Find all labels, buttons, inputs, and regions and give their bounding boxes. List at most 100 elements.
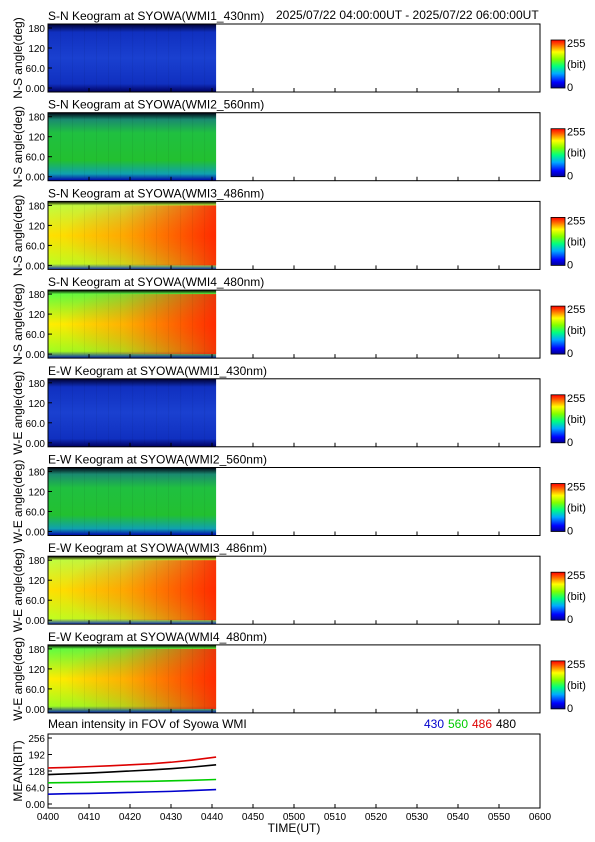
keogram-title: S-N Keogram at SYOWA(WMI2_560nm) xyxy=(48,98,264,112)
keogram-panel: S-N Keogram at SYOWA(WMI3_486nm)180 120 60… xyxy=(11,186,586,276)
keogram-streak xyxy=(180,559,182,622)
keogram-streak xyxy=(132,470,134,533)
keogram-streak xyxy=(180,293,182,356)
keogram-streak xyxy=(132,27,134,89)
keogram-streak xyxy=(180,381,182,444)
x-tick-label: 0550 xyxy=(488,812,511,823)
keogram-streak xyxy=(132,204,134,267)
colorbar-max: 255 xyxy=(567,659,585,671)
keogram-panel: E-W Keogram at SYOWA(WMI2_560nm)180 120 60… xyxy=(11,453,586,544)
keogram-streak xyxy=(120,115,122,178)
x-tick-label: 0600 xyxy=(529,812,552,823)
keogram-streak xyxy=(192,293,194,356)
y-tick-label: 0.00 xyxy=(26,350,46,361)
keogram-streak xyxy=(120,293,122,356)
keogram-streak xyxy=(156,204,158,267)
keogram-streak xyxy=(132,293,134,356)
keogram-streak xyxy=(60,293,62,356)
keogram-streak xyxy=(120,559,122,622)
keogram-streak xyxy=(144,204,146,267)
colorbar-max: 255 xyxy=(567,127,585,139)
x-tick-label: 0420 xyxy=(119,812,142,823)
colorbar-unit: (bit) xyxy=(567,680,586,692)
y-tick-label: 180 xyxy=(28,24,45,35)
colorbar xyxy=(550,571,566,621)
y-tick-label: 60.0 xyxy=(26,330,46,341)
keogram-streak xyxy=(60,204,62,267)
keogram-ylabel: W-E angle(deg) xyxy=(11,637,25,721)
series-line-480 xyxy=(47,764,217,776)
keogram-title: E-W Keogram at SYOWA(WMI2_560nm) xyxy=(48,453,267,467)
mean-intensity-chart: Mean intensity in FOV of Syowa WMI 430 560… xyxy=(11,717,552,835)
colorbar-max: 255 xyxy=(567,570,585,582)
keogram-panel: S-N Keogram at SYOWA(WMI1_430nm)180 120 60… xyxy=(11,9,586,99)
y-tick-label: 60.0 xyxy=(26,241,46,252)
colorbar-min: 0 xyxy=(567,437,573,449)
keogram-image xyxy=(48,112,217,181)
keogram-ylabel: N-S angle(deg) xyxy=(11,106,25,187)
y-tick-label: 180 xyxy=(28,113,45,124)
keogram-streak xyxy=(108,559,110,622)
colorbar-unit: (bit) xyxy=(567,59,586,71)
keogram-streak xyxy=(120,470,122,533)
y-tick-label: 120 xyxy=(28,399,45,410)
colorbar-min: 0 xyxy=(567,614,573,626)
keogram-panels: 2025/07/22 04:00:00UT - 2025/07/22 06:00… xyxy=(11,8,586,721)
keogram-streak xyxy=(84,293,86,356)
keogram-streak xyxy=(180,647,182,710)
y-tick-label: 64.0 xyxy=(26,784,46,795)
colorbar-max: 255 xyxy=(567,393,585,405)
x-tick-label: 0540 xyxy=(447,812,470,823)
keogram-streak xyxy=(180,115,182,178)
keogram-streak xyxy=(120,27,122,89)
colorbar xyxy=(550,39,566,89)
keogram-title: E-W Keogram at SYOWA(WMI3_486nm) xyxy=(48,541,267,555)
keogram-streak xyxy=(132,647,134,710)
keogram-streak xyxy=(192,115,194,178)
keogram-streak xyxy=(144,559,146,622)
y-tick-label: 180 xyxy=(28,290,45,301)
keogram-streak xyxy=(84,559,86,622)
legend-entry: 430 xyxy=(424,717,444,731)
x-tick-label: 0410 xyxy=(78,812,101,823)
y-tick-label: 120 xyxy=(28,133,45,144)
y-tick-label: 0.00 xyxy=(26,705,46,716)
colorbar-min: 0 xyxy=(567,259,573,271)
legend-entry: 486 xyxy=(472,717,492,731)
keogram-streak xyxy=(168,647,170,710)
keogram-image-core xyxy=(48,560,217,621)
keogram-streak xyxy=(144,470,146,533)
keogram-streak xyxy=(60,559,62,622)
y-tick-label: 180 xyxy=(28,468,45,479)
keogram-streak xyxy=(168,381,170,444)
keogram-streak xyxy=(144,115,146,178)
y-tick-label: 0.00 xyxy=(26,173,46,184)
series-line-486 xyxy=(47,756,217,769)
keogram-streak xyxy=(108,381,110,444)
keogram-streak xyxy=(144,293,146,356)
keogram-ylabel: N-S angle(deg) xyxy=(11,195,25,276)
x-tick-label: 0400 xyxy=(37,812,60,823)
keogram-streak xyxy=(156,115,158,178)
colorbar-min: 0 xyxy=(567,703,573,715)
keogram-streak xyxy=(156,381,158,444)
series-line-560 xyxy=(47,778,217,784)
keogram-streak xyxy=(132,559,134,622)
keogram-title: S-N Keogram at SYOWA(WMI4_480nm) xyxy=(48,275,264,289)
keogram-streak xyxy=(156,647,158,710)
keogram-streak xyxy=(96,115,98,178)
keogram-streak xyxy=(96,647,98,710)
colorbar-min: 0 xyxy=(567,82,573,94)
y-tick-label: 180 xyxy=(28,645,45,656)
keogram-streak xyxy=(84,470,86,533)
colorbar-unit: (bit) xyxy=(567,591,586,603)
colorbar xyxy=(550,483,566,532)
x-tick-label: 0520 xyxy=(365,812,388,823)
colorbar-unit: (bit) xyxy=(567,414,586,426)
y-tick-label: 120 xyxy=(28,44,45,55)
keogram-streak xyxy=(84,204,86,267)
colorbar xyxy=(550,305,566,355)
keogram-streak xyxy=(204,470,206,533)
colorbar-max: 255 xyxy=(567,38,585,50)
